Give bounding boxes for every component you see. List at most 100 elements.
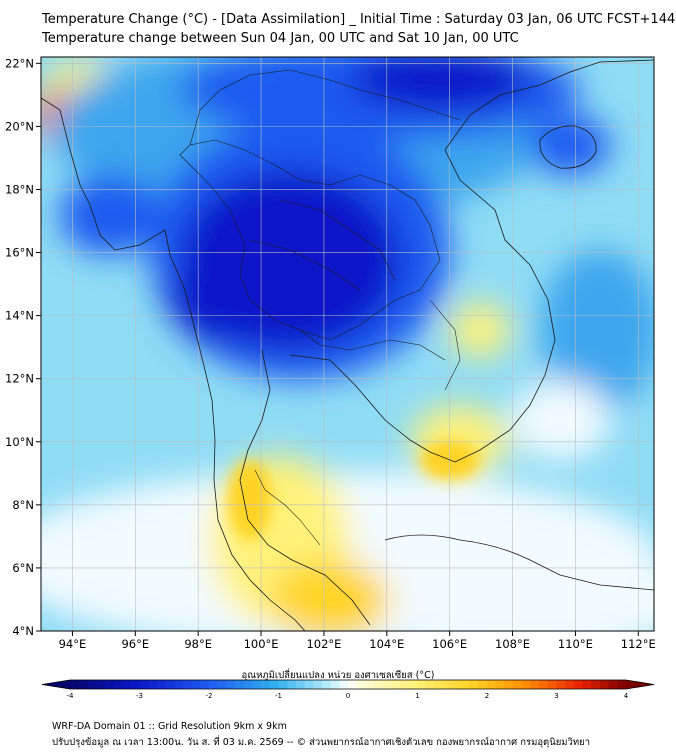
map-subtitle: Temperature change between Sun 04 Jan, 0… (42, 31, 519, 46)
colorbar-segment (487, 680, 497, 689)
colorbar-segment (391, 680, 401, 689)
hainan-island (539, 125, 597, 169)
lat-tick-label: 4°N (12, 624, 34, 638)
colorbar-segment (365, 680, 375, 689)
lon-tick-label: 110°E (558, 637, 593, 651)
colorbar-segment (556, 680, 566, 689)
colorbar-segment (356, 680, 366, 689)
colorbar-segment (539, 680, 549, 689)
malaysia-border (254, 469, 321, 546)
lon-tick-label: 102°E (306, 637, 341, 651)
west-coastline (41, 97, 306, 631)
lat-tick-label: 12°N (5, 372, 34, 386)
colorbar-tick-label: 3 (554, 692, 558, 700)
colorbar-segment (295, 680, 305, 689)
map-title: Temperature Change (°C) - [Data Assimila… (42, 12, 676, 27)
lon-tick-label: 96°E (121, 637, 149, 651)
colorbar-segment (226, 680, 236, 689)
colorbar-segment (304, 680, 314, 689)
thailand-laos-border (179, 139, 441, 341)
colorbar-label: อุณหภูมิเปลี่ยนแปลง หน่วย องศาเซลเซียส (… (241, 670, 435, 681)
colorbar-segment (460, 680, 471, 689)
colorbar-segment (573, 680, 583, 689)
footer-credit: ปรับปรุงข้อมูล ณ เวลา 13:00น. วัน ส. ที่… (52, 737, 591, 748)
colorbar-segment (408, 680, 418, 689)
colorbar-segment (374, 680, 384, 689)
colorbar-max-extend (626, 680, 654, 689)
province-line-2 (249, 239, 361, 291)
longitude-axis: 94°E 96°E 98°E 100°E 102°E 104°E 106°E 108°E 110… (59, 631, 656, 651)
colorbar-segment (339, 680, 349, 689)
lon-tick-label: 98°E (184, 637, 212, 651)
colorbar-segment (452, 680, 462, 689)
colorbar-segment (504, 680, 514, 689)
province-line-1 (279, 199, 396, 281)
colorbar-segment (217, 680, 227, 689)
colorbar-segment (191, 680, 201, 689)
colorbar-segment (70, 680, 80, 689)
colorbar-segment (200, 680, 210, 689)
colorbar-segment (530, 680, 540, 689)
footer-model-info: WRF-DA Domain 01 :: Grid Resolution 9km … (52, 721, 287, 732)
colorbar-tick-label: -2 (206, 692, 213, 700)
colorbar-segment (321, 680, 332, 689)
colorbar-segment (313, 680, 323, 689)
colorbar-tick-label: -4 (67, 692, 75, 700)
colorbar-segment (261, 680, 271, 689)
colorbar-segment (382, 680, 392, 689)
colorbar-segment (104, 680, 114, 689)
colorbar-segment (96, 680, 106, 689)
colorbar-segment (174, 680, 184, 689)
colorbar-segment (469, 680, 479, 689)
colorbar-segment (565, 680, 575, 689)
colorbar: -4 -3 -2 -1 0 1 2 3 4 (41, 679, 655, 700)
colorbar-segment (278, 680, 288, 689)
lat-tick-label: 22°N (5, 56, 34, 70)
lat-tick-label: 18°N (5, 182, 34, 196)
colorbar-min-extend (42, 680, 70, 689)
indochina-coast (289, 59, 654, 463)
colorbar-tick-label: -1 (275, 692, 282, 700)
cambodia-border (299, 329, 446, 361)
colorbar-segment (443, 680, 453, 689)
colorbar-tick-label: -3 (136, 692, 143, 700)
lat-tick-label: 20°N (5, 119, 34, 133)
colorbar-tick-label: 1 (415, 692, 419, 700)
colorbar-segment (495, 680, 505, 689)
colorbar-outline (41, 679, 655, 690)
colorbar-segment (156, 680, 166, 689)
lon-tick-label: 100°E (244, 637, 279, 651)
colorbar-segment (330, 680, 340, 689)
borneo-coast (384, 534, 654, 591)
colorbar-segment (269, 680, 279, 689)
colorbar-segment (235, 680, 245, 689)
north-border (189, 69, 461, 146)
colorbar-segment (599, 680, 610, 689)
colorbar-segment (209, 680, 219, 689)
gulf-west-coast (239, 349, 371, 626)
colorbar-segment (348, 680, 358, 689)
colorbar-segment (608, 680, 618, 689)
map-frame (40, 56, 655, 632)
lat-tick-label: 6°N (12, 561, 34, 575)
colorbar-segment (426, 680, 436, 689)
colorbar-segment (148, 680, 158, 689)
temperature-field (41, 57, 654, 631)
colorbar-segment (400, 680, 410, 689)
latitude-axis: 22°N 20°N 18°N 16°N 14°N 12°N 10°N 8°N 6°N 4°N (5, 56, 41, 638)
colorbar-segment (417, 680, 427, 689)
colorbar-segment (113, 680, 123, 689)
colorbar-segment (243, 680, 253, 689)
colorbar-segment (130, 680, 140, 689)
vietnam-border (429, 299, 461, 391)
colorbar-segment (182, 680, 193, 689)
lon-tick-label: 104°E (369, 637, 404, 651)
colorbar-segment (252, 680, 262, 689)
lat-tick-label: 16°N (5, 246, 34, 260)
lon-tick-label: 112°E (621, 637, 656, 651)
borders (179, 69, 461, 546)
colorbar-segment (521, 680, 531, 689)
colorbar-segment (591, 680, 601, 689)
colorbar-segment (87, 680, 97, 689)
